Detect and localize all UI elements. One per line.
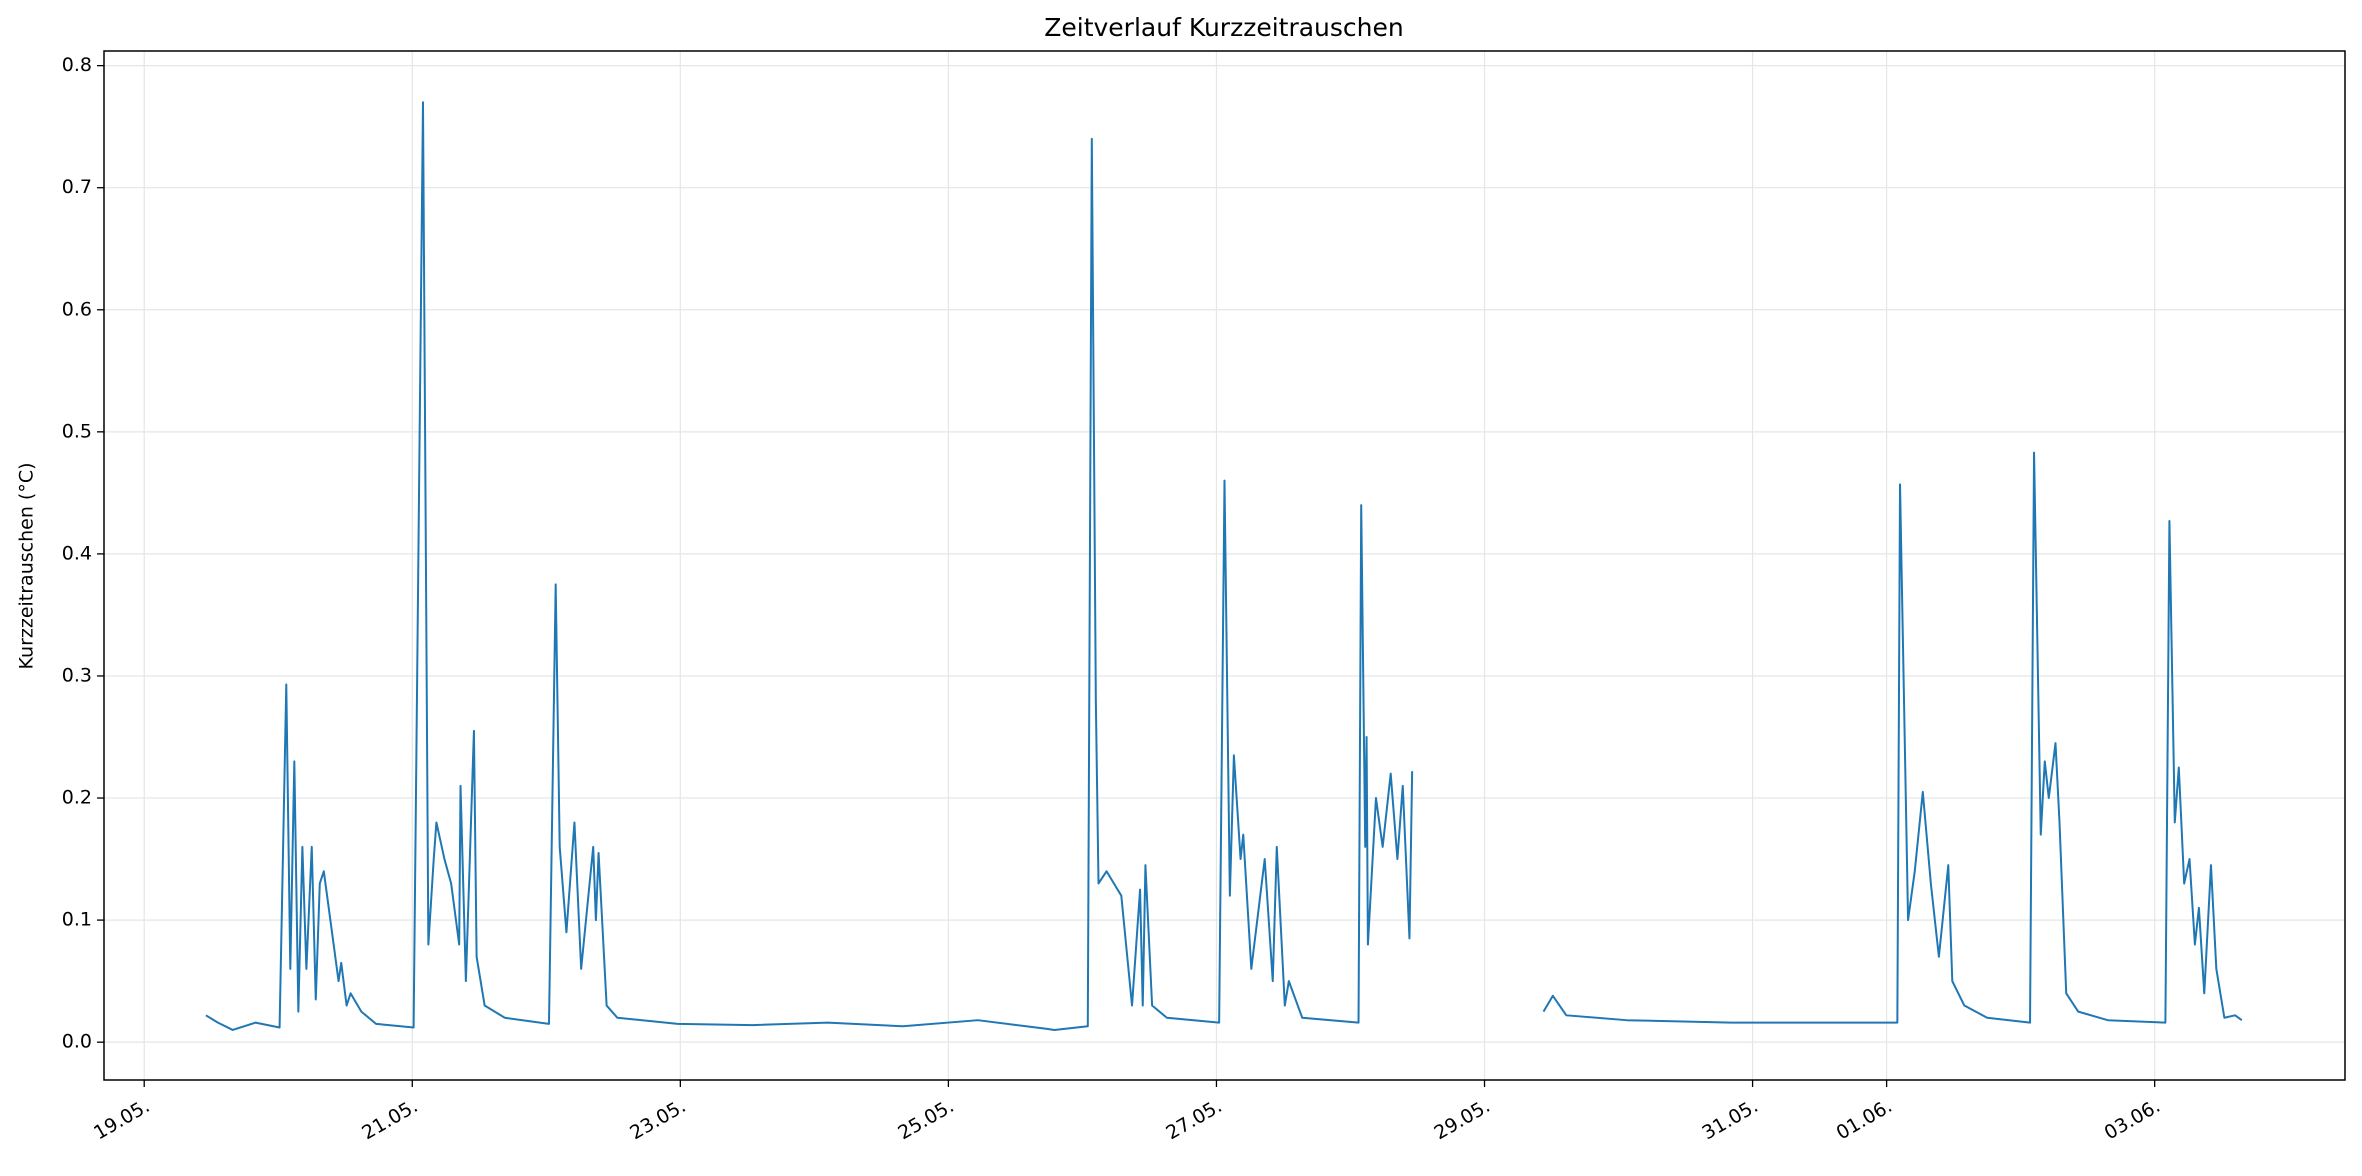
- y-tick-label: 0.7: [62, 176, 92, 198]
- x-tick-label: 29.05.: [1430, 1095, 1493, 1144]
- axes-frame: [103, 50, 2346, 1081]
- y-tick-label: 0.2: [62, 787, 92, 809]
- y-tick-label: 0.4: [62, 542, 92, 564]
- y-tick-label: 0.0: [62, 1031, 92, 1053]
- x-tick-label: 25.05.: [894, 1095, 957, 1144]
- y-tick-label: 0.3: [62, 664, 92, 686]
- x-tick-label: 01.06.: [1833, 1095, 1896, 1144]
- y-tick-label: 0.1: [62, 909, 92, 931]
- y-tick-label: 0.8: [62, 54, 92, 76]
- y-axis-label: Kurzzeitrauschen (°C): [16, 463, 38, 670]
- x-tick-label: 19.05.: [90, 1095, 153, 1144]
- chart-title: Zeitverlauf Kurzzeitrauschen: [1044, 13, 1404, 42]
- data-line: [205, 101, 2243, 1031]
- x-tick-label: 27.05.: [1162, 1095, 1225, 1144]
- x-tick-label: 03.06.: [2101, 1095, 2164, 1144]
- x-tick-label: 31.05.: [1699, 1095, 1762, 1144]
- x-tick-label: 21.05.: [358, 1095, 421, 1144]
- y-tick-label: 0.5: [62, 420, 92, 442]
- x-tick-label: 23.05.: [626, 1095, 689, 1144]
- y-tick-label: 0.6: [62, 298, 92, 320]
- plot-area: [205, 101, 2243, 1031]
